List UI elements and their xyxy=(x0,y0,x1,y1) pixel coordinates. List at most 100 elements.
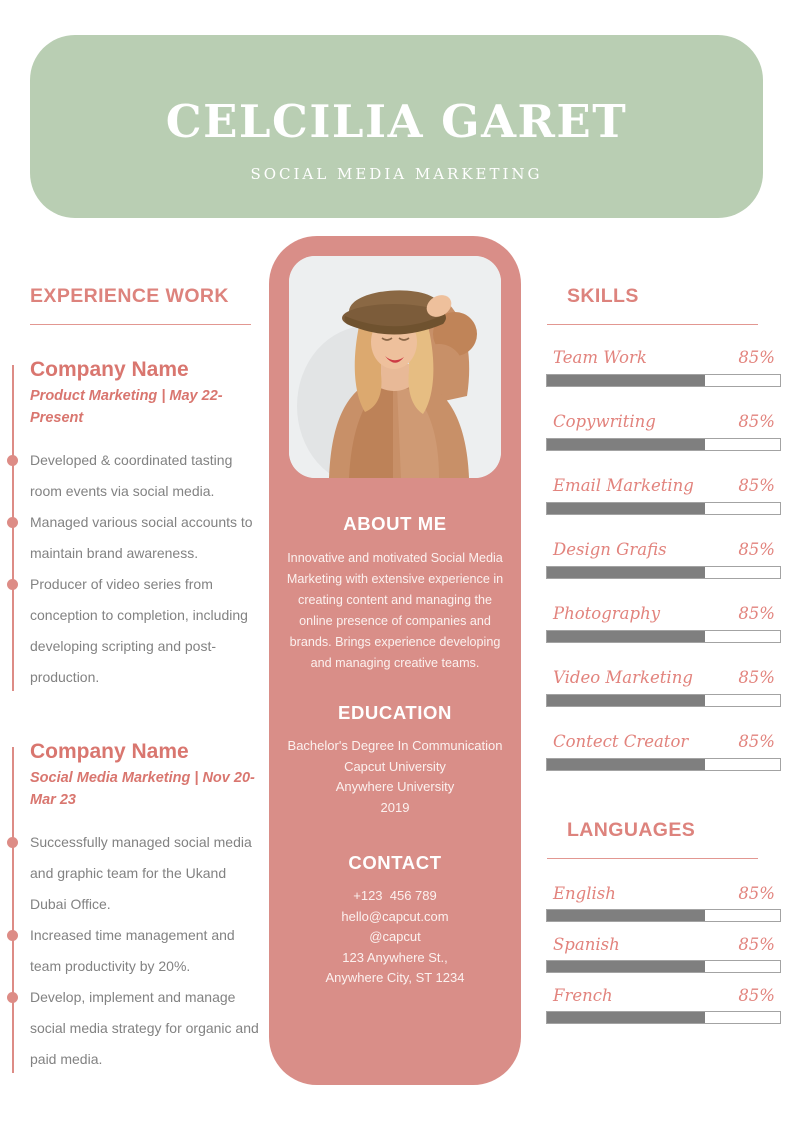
language-bar xyxy=(546,960,781,973)
education-title: EDUCATION xyxy=(338,702,452,723)
skill-entry: Contect Creator 85% xyxy=(546,731,781,771)
job-bullet: Develop, implement and manage social med… xyxy=(7,982,262,1075)
job-bullet-text: Managed various social accounts to maint… xyxy=(30,513,253,561)
language-entry: English 85% xyxy=(546,883,781,922)
language-bar xyxy=(546,909,781,922)
language-label: Spanish xyxy=(553,935,620,954)
skill-bar-fill xyxy=(547,759,706,770)
right-column: SKILLS Team Work 85% Copywriting 85% Email… xyxy=(546,285,781,1036)
experience-section: EXPERIENCE WORK Company Name Product Mar… xyxy=(7,285,262,1075)
education-line: 2019 xyxy=(380,799,410,815)
language-bar-fill xyxy=(547,1012,706,1023)
contact-email: hello@capcut.com xyxy=(341,908,449,924)
education-lines: Bachelor's Degree In Communication Capcu… xyxy=(269,736,521,818)
language-entry: French 85% xyxy=(546,985,781,1024)
skill-bar xyxy=(546,502,781,515)
profile-photo-illustration xyxy=(289,256,501,478)
job-bullet-list: Successfully managed social media and gr… xyxy=(7,827,262,1075)
skill-bar-fill xyxy=(547,567,706,578)
language-percent: 85% xyxy=(738,935,775,954)
job-bullet: Producer of video series from conception… xyxy=(7,569,262,693)
company-name: Company Name xyxy=(30,739,189,763)
section-divider xyxy=(30,324,251,325)
job-bullet-text: Successfully managed social media and gr… xyxy=(30,833,252,912)
job-bullet-text: Developed & coordinated tasting room eve… xyxy=(30,451,233,499)
skill-label: Copywriting xyxy=(553,412,656,431)
skill-entry: Video Marketing 85% xyxy=(546,667,781,707)
person-name: CELCILIA GARET xyxy=(165,95,628,148)
skills-section: SKILLS Team Work 85% Copywriting 85% Email… xyxy=(546,285,781,771)
job-bullet: Managed various social accounts to maint… xyxy=(7,507,262,569)
skill-bar xyxy=(546,374,781,387)
skill-bar-fill xyxy=(547,503,706,514)
job-bullet: Developed & coordinated tasting room eve… xyxy=(7,445,262,507)
about-text: Innovative and motivated Social Media Ma… xyxy=(286,551,504,670)
skill-entry: Photography 85% xyxy=(546,603,781,643)
job-bullet-text: Producer of video series from conception… xyxy=(30,575,248,685)
skill-bar-fill xyxy=(547,695,706,706)
skill-label: Team Work xyxy=(553,348,647,367)
job-meta: Social Media Marketing | Nov 20-Mar 23 xyxy=(30,769,255,809)
skill-percent: 85% xyxy=(738,604,775,623)
skill-label: Video Marketing xyxy=(553,668,693,687)
language-percent: 85% xyxy=(738,986,775,1005)
contact-lines: +123 456 789 hello@capcut.com @capcut 12… xyxy=(269,886,521,989)
timeline-dot xyxy=(7,991,18,1003)
timeline-dot xyxy=(7,578,18,590)
language-bar-fill xyxy=(547,961,706,972)
skill-label: Email Marketing xyxy=(553,476,694,495)
job-bullet-text: Develop, implement and manage social med… xyxy=(30,988,259,1067)
company-name: Company Name xyxy=(30,358,189,381)
skill-label: Contect Creator xyxy=(553,732,689,751)
timeline-dot xyxy=(7,836,18,848)
skills-title: SKILLS xyxy=(567,285,639,307)
job-meta: Product Marketing | May 22-Present xyxy=(30,388,223,427)
language-bar-fill xyxy=(547,910,706,921)
skill-entry: Design Grafis 85% xyxy=(546,539,781,579)
job-bullet-text: Increased time management and team produ… xyxy=(30,926,235,974)
skill-bar xyxy=(546,694,781,707)
languages-title: LANGUAGES xyxy=(567,819,696,841)
timeline-line xyxy=(12,365,14,691)
profile-panel: ABOUT ME Innovative and motivated Social… xyxy=(269,236,521,1085)
language-label: French xyxy=(553,986,613,1005)
education-line: Bachelor's Degree In Communication xyxy=(287,738,503,753)
languages-section: LANGUAGES English 85% Spanish 85% French 85… xyxy=(546,819,781,1024)
skill-percent: 85% xyxy=(738,348,775,367)
skill-bar-fill xyxy=(547,631,706,642)
section-divider xyxy=(547,858,758,859)
timeline-dot xyxy=(7,516,18,528)
skill-percent: 85% xyxy=(738,668,775,687)
language-label: English xyxy=(553,884,616,903)
skill-bar xyxy=(546,758,781,771)
skill-percent: 85% xyxy=(738,412,775,431)
skill-percent: 85% xyxy=(738,540,775,559)
job-bullet: Successfully managed social media and gr… xyxy=(7,827,262,920)
skill-bar xyxy=(546,630,781,643)
header-banner: CELCILIA GARET SOCIAL MEDIA MARKETING xyxy=(30,35,763,218)
job-bullet-list: Developed & coordinated tasting room eve… xyxy=(7,445,262,693)
skill-entry: Team Work 85% xyxy=(546,347,781,387)
profile-photo xyxy=(289,256,501,478)
skills-list: Team Work 85% Copywriting 85% Email Market… xyxy=(546,347,781,771)
language-bar xyxy=(546,1011,781,1024)
contact-phone: +123 456 789 xyxy=(353,888,437,903)
job-entry-2: Company Name Social Media Marketing | No… xyxy=(7,739,262,1075)
about-title: ABOUT ME xyxy=(343,513,447,534)
skill-bar xyxy=(546,566,781,579)
skill-percent: 85% xyxy=(738,732,775,751)
skill-bar-fill xyxy=(547,439,706,450)
skill-bar-fill xyxy=(547,375,706,386)
languages-list: English 85% Spanish 85% French 85% xyxy=(546,883,781,1024)
contact-social: @capcut xyxy=(369,929,421,944)
contact-address-2: Anywhere City, ST 1234 xyxy=(325,970,465,985)
skill-entry: Copywriting 85% xyxy=(546,411,781,451)
skill-label: Photography xyxy=(553,604,661,623)
contact-address-1: 123 Anywhere St., xyxy=(342,949,448,965)
language-entry: Spanish 85% xyxy=(546,934,781,973)
timeline-dot xyxy=(7,454,18,466)
skill-percent: 85% xyxy=(738,476,775,495)
timeline-line xyxy=(12,746,14,1073)
job-entry-1: Company Name Product Marketing | May 22-… xyxy=(7,358,262,693)
